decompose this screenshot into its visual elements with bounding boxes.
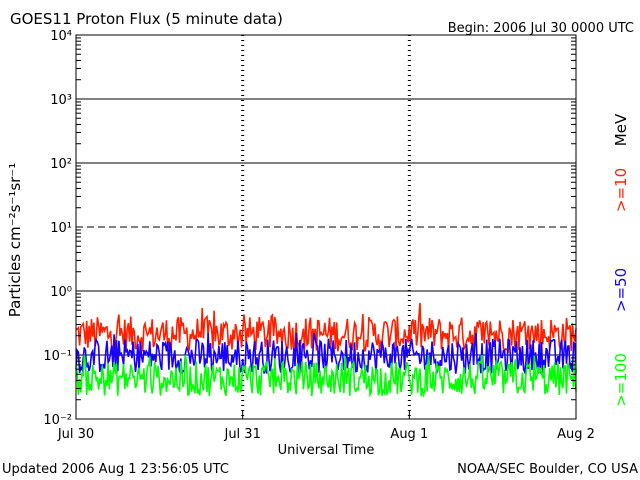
y-axis-tick-labels: 10⁻² 10⁻¹ 10⁰ 10¹ 10² 10³ 10⁴ [43,29,72,428]
y-tick-label: 10⁻¹ [43,349,72,364]
y-axis-title: Particles cm⁻²s⁻¹sr⁻¹ [6,163,24,317]
y-tick-label: 10¹ [50,221,72,236]
series-line-1 [75,302,577,354]
x-tick-label: Aug 1 [390,427,428,442]
updated-time: Updated 2006 Aug 1 23:56:05 UTC [2,462,229,477]
legend-unit: MeV [612,113,630,146]
x-tick-label: Aug 2 [557,427,595,442]
y-tick-label: 10⁻² [43,413,72,428]
y-tick-label: 10² [50,157,72,172]
x-axis-tick-labels: Jul 30 Jul 31 Aug 1 Aug 2 [57,427,595,442]
x-tick-label: Jul 31 [223,427,260,442]
series-lines [75,302,577,398]
x-axis-title: Universal Time [278,443,375,458]
legend-series-2: >=50 [612,268,630,312]
legend-series-3: >=100 [612,353,630,407]
begin-time: Begin: 2006 Jul 30 0000 UTC [448,21,634,36]
y-tick-label: 10³ [50,93,72,108]
legend-series-1: >=10 [612,168,630,212]
credit-label: NOAA/SEC Boulder, CO USA [457,462,638,477]
y-tick-label: 10⁰ [50,285,72,300]
legend: MeV >=10 >=50 >=100 [612,113,630,407]
chart-title: GOES11 Proton Flux (5 minute data) [10,10,283,28]
x-tick-label: Jul 30 [57,427,94,442]
plot-frame [75,34,577,420]
plot-border [75,34,577,420]
y-tick-label: 10⁴ [50,29,72,44]
series-line-3 [75,354,577,398]
